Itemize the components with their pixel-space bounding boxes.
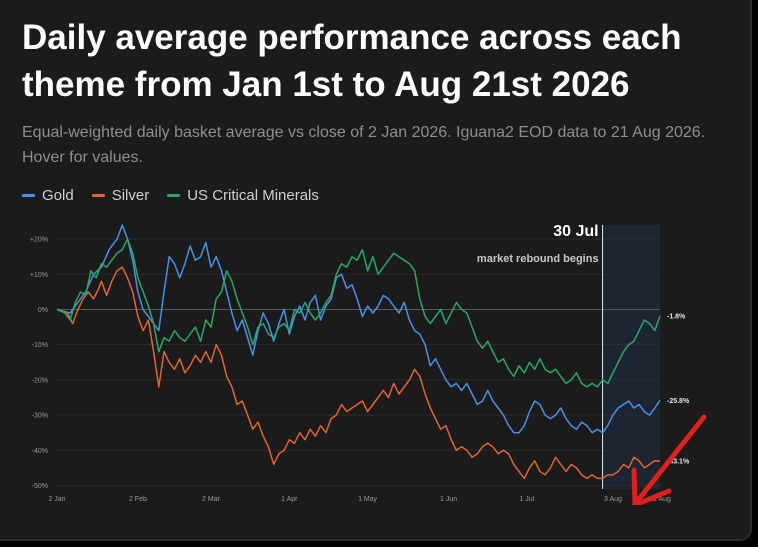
y-tick-label: -50%: [32, 483, 48, 490]
end-label-minerals: -1.8%: [667, 313, 686, 320]
x-tick-label: 3 Aug: [604, 496, 622, 503]
series-line-minerals: [56, 238, 661, 388]
series-line-gold: [56, 224, 661, 434]
page-subtitle: Equal-weighted daily basket average vs c…: [22, 124, 706, 166]
legend-swatch-silver: [91, 193, 105, 197]
annotation-date: 30 Jul: [553, 223, 598, 240]
y-tick-label: -40%: [32, 448, 48, 455]
legend-swatch-minerals: [167, 193, 181, 197]
x-tick-label: 1 May: [358, 496, 378, 503]
end-label-gold: -25.8%: [667, 398, 690, 405]
arrow-head: [631, 467, 672, 505]
series-line-silver: [56, 266, 661, 480]
y-tick-label: -20%: [32, 377, 48, 384]
legend-label-gold: Gold: [42, 186, 74, 204]
page-title: Daily average performance across each th…: [22, 18, 682, 104]
x-tick-label: 21 Aug: [649, 496, 671, 503]
legend-swatch-gold: [22, 193, 35, 197]
arrow-shaft: [632, 414, 707, 505]
x-tick-label: 2 Jan: [48, 496, 65, 503]
y-tick-label: -10%: [32, 342, 48, 349]
y-tick-label: 0%: [38, 307, 48, 314]
x-tick-label: 2 Mar: [202, 496, 221, 503]
annotation-text: market rebound begins: [477, 253, 599, 265]
legend-label-silver: Silver: [111, 186, 150, 204]
legend-item-silver[interactable]: Silver: [91, 186, 150, 204]
y-tick-label: +10%: [30, 272, 48, 279]
legend-item-gold[interactable]: Gold: [22, 187, 74, 204]
x-tick-label: 1 Jul: [519, 496, 534, 503]
y-tick-label: -30%: [32, 413, 48, 420]
legend-item-minerals[interactable]: US Critical Minerals: [167, 187, 319, 204]
y-tick-label: +20%: [30, 237, 48, 244]
x-tick-label: 1 Apr: [281, 496, 298, 503]
legend-label-minerals: US Critical Minerals: [187, 186, 319, 204]
line-chart[interactable]: +20% +10% 0% -10% -20% -30% -40% -50%2 Jan 2 Feb…: [0, 215, 752, 505]
end-label-silver: -43.1%: [667, 459, 690, 466]
chart-legend: Gold Silver US Critical Minerals: [22, 185, 337, 205]
rebound-shade: [602, 225, 660, 489]
x-tick-label: 2 Feb: [129, 496, 147, 503]
x-tick-label: 1 Jun: [440, 496, 457, 503]
